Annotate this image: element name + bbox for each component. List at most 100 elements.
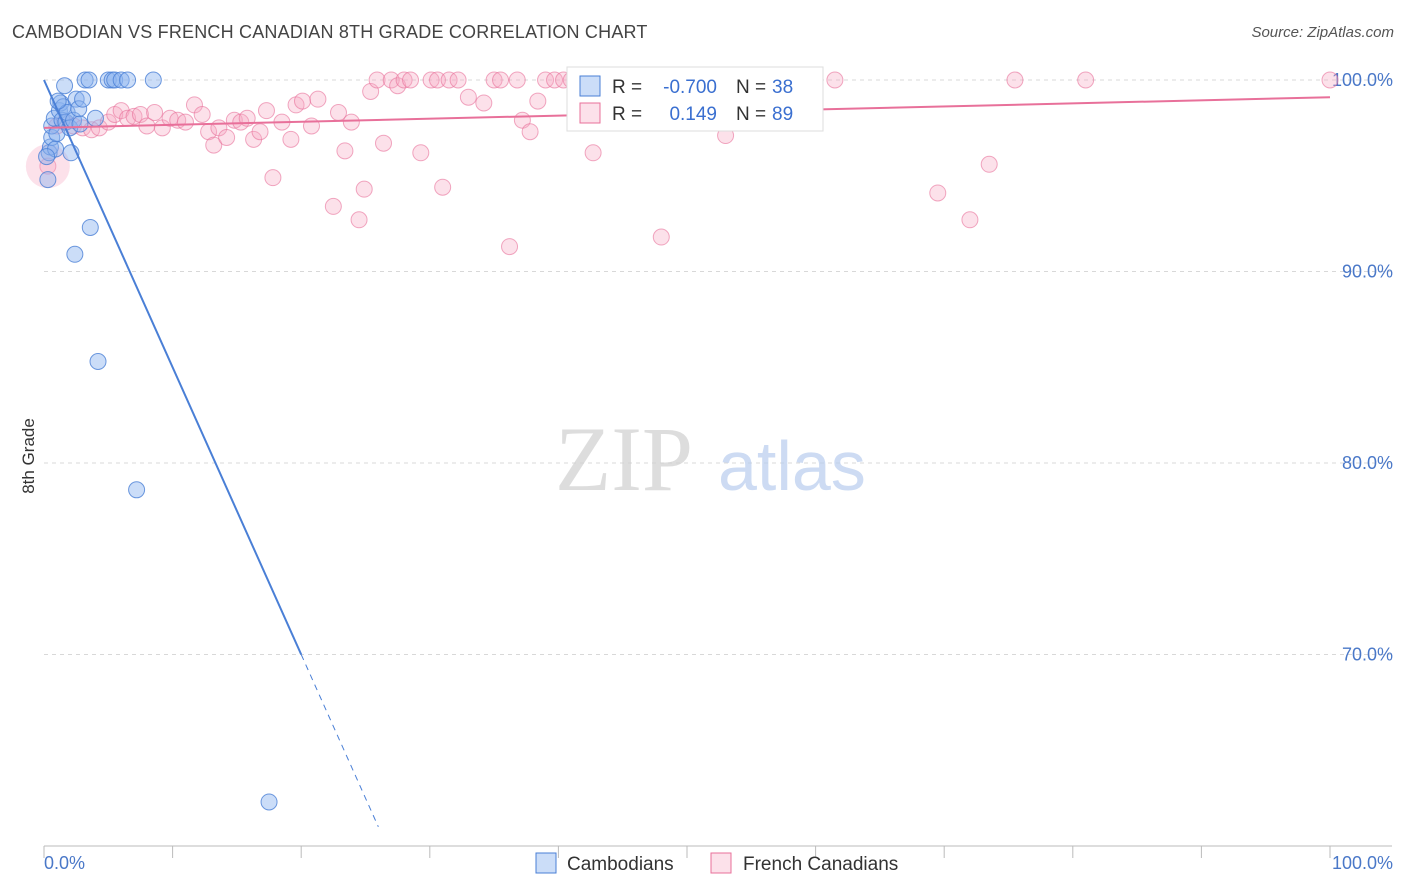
bottom-legend: Cambodians French Canadians xyxy=(535,852,898,875)
data-point-french-canadian xyxy=(529,92,547,110)
data-point-french-canadian xyxy=(440,71,458,89)
data-point-french-canadian xyxy=(652,228,670,246)
bottom-legend-label-french-canadians: French Canadians xyxy=(743,854,898,875)
data-point-french-canadian xyxy=(1077,71,1095,89)
data-point-french-canadian xyxy=(293,92,311,110)
x-tick-label-end: 100.0% xyxy=(1332,853,1393,873)
data-point-french-canadian xyxy=(980,155,998,173)
data-point-cambodian xyxy=(89,353,107,371)
data-point-french-canadian xyxy=(961,211,979,229)
watermark: ZIP atlas xyxy=(555,408,866,510)
watermark-atlas: atlas xyxy=(718,427,866,505)
data-point-french-canadian xyxy=(324,197,342,215)
correlation-legend: R = -0.700 N = 38 R = 0.149 N = 89 xyxy=(566,66,824,132)
y-tick-label: 100.0% xyxy=(1332,70,1393,90)
data-point-french-canadian xyxy=(282,130,300,148)
data-point-french-canadian xyxy=(584,144,602,162)
data-point-cambodian xyxy=(99,71,117,89)
data-point-french-canadian xyxy=(485,71,503,89)
data-point-french-canadian xyxy=(402,71,420,89)
legend-swatch-french-canadians xyxy=(579,102,601,124)
data-point-cambodian xyxy=(71,115,89,133)
data-point-french-canadian xyxy=(492,71,510,89)
data-point-french-canadian xyxy=(826,71,844,89)
data-point-french-canadian xyxy=(205,136,223,154)
data-point-french-canadian xyxy=(537,71,555,89)
chart-source: Source: ZipAtlas.com xyxy=(1251,24,1394,41)
data-point-french-canadian xyxy=(1006,71,1024,89)
data-point-french-canadian xyxy=(309,90,327,108)
data-point-french-canadian xyxy=(342,113,360,131)
y-tick-label: 90.0% xyxy=(1342,262,1393,282)
legend-n-value: 89 xyxy=(772,104,793,125)
chart-title: CAMBODIAN VS FRENCH CANADIAN 8TH GRADE C… xyxy=(12,22,648,42)
data-point-french-canadian xyxy=(146,104,164,122)
data-point-french-canadian xyxy=(176,113,194,131)
data-point-french-canadian xyxy=(368,71,386,89)
data-point-cambodian xyxy=(80,71,98,89)
legend-n-value: 38 xyxy=(772,77,793,98)
data-point-french-canadian xyxy=(508,71,526,89)
watermark-zip: ZIP xyxy=(555,408,693,510)
data-point-french-canadian xyxy=(434,178,452,196)
data-point-french-canadian xyxy=(251,123,269,141)
legend-r-label: R = xyxy=(612,77,642,98)
data-point-cambodian xyxy=(119,71,137,89)
data-point-cambodian xyxy=(144,71,162,89)
data-point-french-canadian xyxy=(382,71,400,89)
data-point-cambodian xyxy=(70,100,88,118)
bottom-legend-swatch-cambodians xyxy=(535,852,557,874)
legend-r-label: R = xyxy=(612,104,642,125)
data-point-french-canadian xyxy=(264,169,282,187)
legend-r-value: -0.700 xyxy=(663,77,717,98)
data-point-french-canadian xyxy=(257,102,275,120)
data-point-french-canadian xyxy=(125,107,143,125)
legend-r-value: 0.149 xyxy=(669,104,717,125)
data-point-cambodian xyxy=(86,109,104,127)
data-point-french-canadian xyxy=(521,123,539,141)
data-point-cambodian xyxy=(81,218,99,236)
legend-box xyxy=(566,66,824,132)
data-point-french-canadian xyxy=(355,180,373,198)
grid-lines xyxy=(44,79,1392,655)
data-point-french-canadian xyxy=(350,211,368,229)
data-point-french-canadian xyxy=(302,117,320,135)
data-point-cambodian xyxy=(67,90,85,108)
data-point-french-canadian xyxy=(449,71,467,89)
series-cambodians xyxy=(38,71,278,811)
y-tick-label: 80.0% xyxy=(1342,453,1393,473)
data-point-french-canadian-large xyxy=(25,144,70,189)
y-axis-label: 8th Grade xyxy=(19,418,38,494)
data-point-french-canadian xyxy=(546,71,564,89)
data-point-french-canadian xyxy=(412,144,430,162)
data-point-cambodian xyxy=(128,481,146,499)
data-point-french-canadian xyxy=(1321,71,1339,89)
data-point-french-canadian xyxy=(375,134,393,152)
data-point-french-canadian xyxy=(422,71,440,89)
data-point-french-canadian xyxy=(475,94,493,112)
data-point-cambodian xyxy=(106,71,124,89)
data-point-french-canadian xyxy=(929,184,947,202)
tick-labels: 70.0% 80.0% 90.0% 100.0% 0.0% 100.0% xyxy=(44,70,1393,873)
data-point-cambodian xyxy=(74,90,92,108)
axes xyxy=(43,845,1392,858)
data-point-french-canadian xyxy=(193,105,211,123)
data-point-french-canadian xyxy=(336,142,354,160)
bottom-legend-swatch-french-canadians xyxy=(710,852,732,874)
trend-line-cambodians xyxy=(43,79,303,655)
y-tick-label: 70.0% xyxy=(1342,645,1393,665)
data-point-french-canadian xyxy=(90,119,108,137)
data-point-cambodian xyxy=(66,245,84,263)
data-point-cambodian xyxy=(260,793,278,811)
data-point-french-canadian xyxy=(218,128,236,146)
data-point-cambodian xyxy=(112,71,130,89)
bottom-legend-label-cambodians: Cambodians xyxy=(567,854,674,875)
x-tick-label-start: 0.0% xyxy=(44,853,85,873)
legend-n-label: N = xyxy=(736,77,766,98)
legend-swatch-cambodians xyxy=(579,75,601,97)
data-point-french-canadian xyxy=(395,71,413,89)
legend-n-label: N = xyxy=(736,104,766,125)
data-point-cambodian xyxy=(38,148,56,166)
data-point-french-canadian xyxy=(429,71,447,89)
